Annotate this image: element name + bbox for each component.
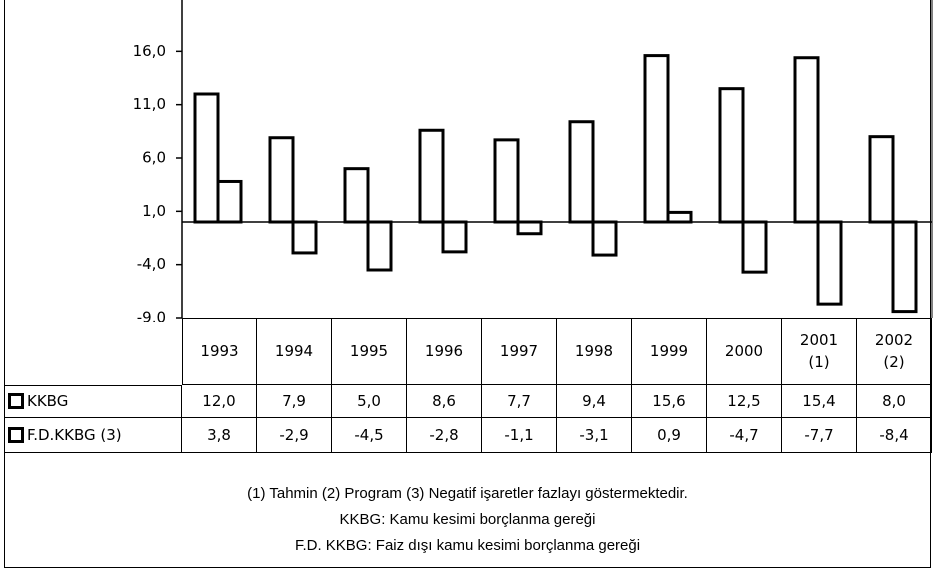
plot: -9,0 -4,0 1,0 6,0 11,0 16,0 <box>133 0 933 323</box>
data-label: 5,0 <box>332 385 407 418</box>
bar <box>816 220 843 306</box>
bar <box>193 92 220 224</box>
bar <box>891 220 918 314</box>
category-cell: 1999 <box>632 318 707 385</box>
footnote: F.D. KKBG: Faiz dışı kamu kesimi borçlan… <box>294 537 641 554</box>
category-cell: 2001 (1) <box>782 318 857 385</box>
y-tick-label: -4,0 <box>137 255 166 273</box>
bar <box>568 120 595 224</box>
y-tick-label: 11,0 <box>133 95 166 113</box>
data-label: 15,6 <box>632 385 707 418</box>
bar <box>418 128 445 224</box>
bar <box>216 179 243 224</box>
category-cell: 1995 <box>332 318 407 385</box>
bar <box>366 220 393 272</box>
data-label: 12,5 <box>707 385 782 418</box>
bar <box>643 54 670 224</box>
category-cell: 1998 <box>557 318 632 385</box>
data-label: 8,6 <box>407 385 482 418</box>
data-label: -1,1 <box>482 418 557 453</box>
bar <box>591 220 618 257</box>
bar <box>291 220 318 255</box>
bar <box>741 220 768 274</box>
y-tick-label: 16,0 <box>133 42 166 60</box>
data-label: -4,7 <box>707 418 782 453</box>
data-label: 7,9 <box>257 385 332 418</box>
data-label: -4,5 <box>332 418 407 453</box>
bar <box>343 167 370 224</box>
legend-swatch <box>8 427 24 443</box>
data-label: 3,8 <box>182 418 257 453</box>
data-label: -3,1 <box>557 418 632 453</box>
y-tick-label: 1,0 <box>142 202 166 220</box>
category-cell: 2002 (2) <box>857 318 932 385</box>
data-label: 7,7 <box>482 385 557 418</box>
legend-label: KKBG <box>27 392 69 410</box>
frame <box>4 0 931 568</box>
data-label: -8,4 <box>857 418 932 453</box>
category-cell: 1994 <box>257 318 332 385</box>
bar <box>268 136 295 224</box>
bar <box>666 210 693 224</box>
bar <box>493 138 520 224</box>
data-label: 12,0 <box>182 385 257 418</box>
bar <box>868 135 895 224</box>
y-tick-label: -9,0 <box>137 309 166 323</box>
data-label: 8,0 <box>857 385 932 418</box>
table-line <box>4 385 182 386</box>
y-tick-label: 6,0 <box>142 149 166 167</box>
legend-label: F.D.KKBG (3) <box>27 426 122 444</box>
footnote: KKBG: Kamu kesimi borçlanma gereği <box>339 511 596 528</box>
data-label: -7,7 <box>782 418 857 453</box>
table-top-line <box>182 318 932 319</box>
bar <box>441 220 468 254</box>
data-label: -2,8 <box>407 418 482 453</box>
data-label: 9,4 <box>557 385 632 418</box>
category-cell: 2000 <box>707 318 782 385</box>
data-label: 15,4 <box>782 385 857 418</box>
legend-swatch <box>8 393 24 409</box>
data-label: 0,9 <box>632 418 707 453</box>
bar <box>718 87 745 224</box>
footnote: (1) Tahmin (2) Program (3) Negatif işare… <box>247 485 688 502</box>
legend-entry: KKBG <box>4 385 182 418</box>
category-cell: 1997 <box>482 318 557 385</box>
category-cell: 1993 <box>182 318 257 385</box>
data-label: -2,9 <box>257 418 332 453</box>
bar <box>793 56 820 224</box>
bar <box>516 220 543 236</box>
legend-entry: F.D.KKBG (3) <box>4 418 182 453</box>
category-cell: 1996 <box>407 318 482 385</box>
